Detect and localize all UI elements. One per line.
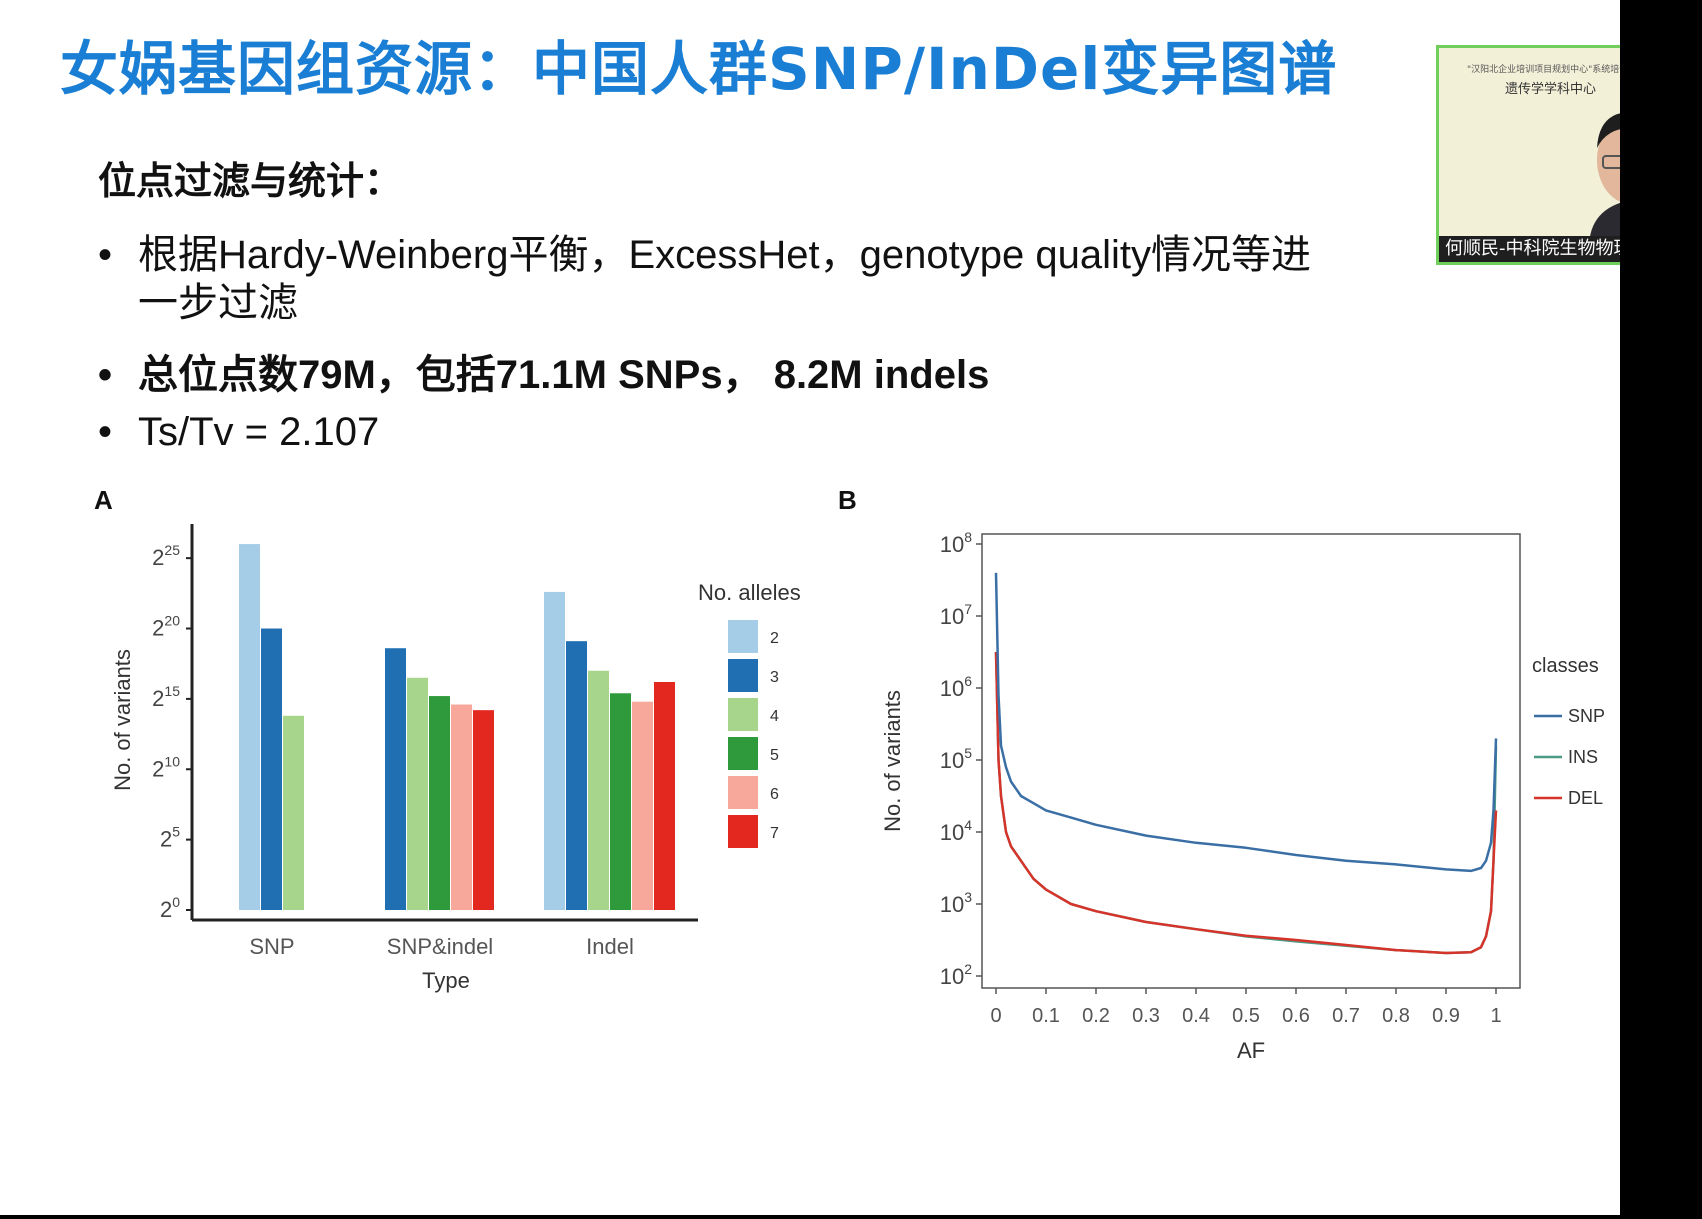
x-tick-label: 0.4 [1182,1005,1210,1027]
legend-title: No. alleles [698,580,801,605]
y-tick-label: 225 [152,542,180,570]
legend-label: 5 [770,747,779,764]
legend-swatch-2 [728,620,758,653]
webcam-banner-line2: 遗传学学科中心 [1505,82,1597,97]
panel-label-b: B [838,485,857,515]
bar-Indel-6 [632,701,653,910]
x-tick-label: 1 [1490,1005,1501,1027]
bar-SNP&indel-7 [473,710,494,910]
y-tick-label: 106 [940,673,972,701]
legend-swatch-4 [728,698,758,731]
legend-label: 6 [770,786,779,803]
panel-label-a: A [94,485,113,515]
bar-Indel-7 [654,682,675,910]
bullet-dot: • [98,410,113,454]
bullet-item-1: • 根据Hardy-Weinberg平衡，ExcessHet，genotype q… [98,222,1311,280]
legend-swatch-3 [728,659,758,692]
y-tick-label: 105 [940,745,972,773]
legend-swatch-5 [728,737,758,770]
bullet-item-2: • 总位点数79M，包括71.1M SNPs， 8.2M indels [98,342,989,400]
bar-Indel-2 [544,591,565,910]
y-tick-label: 104 [940,817,972,845]
bullet-continuation: 一步过滤 [138,281,298,325]
bottom-black-bar [0,1215,1702,1219]
y-axis-label: No. of variants [880,690,905,832]
bar-SNP-2 [239,544,260,910]
bullet-dot: • [98,233,113,277]
slide: 女娲基因组资源：中国人群SNP/InDel变异图谱 位点过滤与统计： • 根据Ha… [60,35,1606,1063]
x-tick-label: 0.5 [1232,1005,1260,1027]
legend-label: 3 [770,669,779,686]
slide-title: 女娲基因组资源：中国人群SNP/InDel变异图谱 [60,35,1338,103]
x-tick-label: 0.8 [1382,1005,1410,1027]
x-tick-label: 0.1 [1032,1005,1060,1027]
x-axis-label: Type [422,968,470,993]
y-tick-label: 220 [152,613,180,641]
legend-swatch-7 [728,815,758,848]
legend-label: 4 [770,708,779,725]
x-tick-label: Indel [586,934,634,959]
bar-SNP-3 [261,628,282,910]
legend-label: 7 [770,825,779,842]
y-axis-label: No. of variants [110,649,135,791]
bar-SNP&indel-4 [407,677,428,910]
bullet-dot: • [98,353,113,397]
y-tick-label: 20 [160,894,180,922]
webcam-banner-line1: "汉阳北企业培训项目规划中心"系统培训 [1467,65,1629,75]
bar-Indel-3 [566,641,587,910]
x-tick-label: SNP&indel [387,934,493,959]
bar-Indel-4 [588,670,609,910]
series-line-INS [994,651,1498,955]
x-tick-label: 0.6 [1282,1005,1310,1027]
right-black-bar [1620,0,1702,1219]
y-tick-label: 25 [160,824,180,852]
bar-SNP-4 [283,715,304,910]
section-heading: 位点过滤与统计： [98,159,403,203]
legend-title: classes [1532,655,1599,677]
x-tick-label: 0.9 [1432,1005,1460,1027]
x-axis-label: AF [1237,1038,1265,1063]
bullet-text-2: 总位点数79M，包括71.1M SNPs， 8.2M indels [138,353,990,397]
bar-SNP&indel-5 [429,696,450,910]
bullet-item-3: • Ts/Tv = 2.107 [98,410,379,455]
y-tick-label: 103 [940,889,972,917]
bar-SNP&indel-3 [385,648,406,910]
bullet-text-1: 根据Hardy-Weinberg平衡，ExcessHet，genotype qu… [138,233,1311,277]
x-tick-label: 0 [990,1005,1001,1027]
legend-label: 2 [770,630,779,647]
x-tick-label: SNP [249,934,294,959]
x-tick-label: 0.3 [1132,1005,1160,1027]
bullet-text-3: Ts/Tv = 2.107 [138,410,380,454]
legend-label: SNP [1568,706,1605,726]
series-line-DEL [994,651,1498,955]
y-tick-label: 210 [152,753,180,781]
legend-label: INS [1568,747,1598,767]
series-line-SNP [994,572,1498,873]
y-tick-label: 215 [152,683,180,711]
y-tick-label: 108 [940,529,972,557]
y-tick-label: 107 [940,601,972,629]
bar-SNP&indel-6 [451,704,472,910]
legend-label: DEL [1568,788,1603,808]
x-tick-label: 0.2 [1082,1005,1110,1027]
legend-swatch-6 [728,776,758,809]
chart-b-line: 102 103 104 105 106 107 108 No. of variants 0 0.1… [880,529,1605,1063]
plot-frame [981,533,1521,989]
x-tick-label: 0.7 [1332,1005,1360,1027]
y-tick-label: 102 [940,961,972,989]
bar-Indel-5 [610,693,631,910]
